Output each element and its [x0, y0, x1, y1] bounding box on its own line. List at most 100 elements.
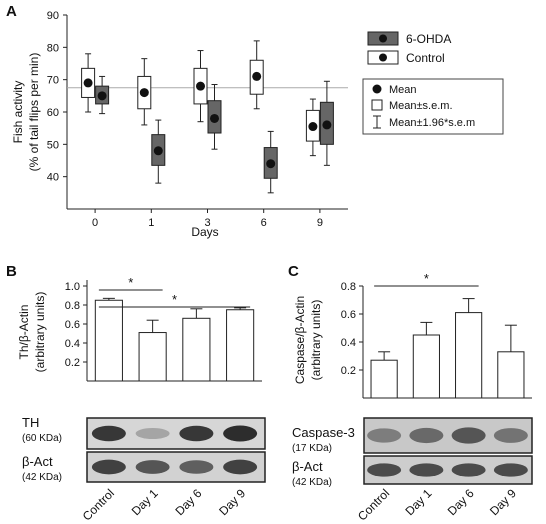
blot-band-actin: [409, 463, 444, 477]
panel-c-chart: Caspase/β-Actin (arbitrary units) 0.2 0.4…: [293, 271, 532, 399]
blot-b-top-label: TH: [22, 415, 39, 430]
legend-label-6ohda: 6-OHDA: [406, 32, 451, 46]
panel-b-xtick-label: Day 1: [129, 486, 161, 518]
bar-day-1: [138, 332, 167, 382]
blot-band-th: [135, 427, 170, 440]
panel-b-ylabel-line1: Th/β-Actin: [17, 305, 31, 360]
bar-day-1: [412, 334, 440, 399]
bar-control: [94, 299, 123, 382]
box-mean-point: [266, 159, 276, 169]
blot-band-th: [91, 425, 126, 442]
panel-b-ytick-label: 0.4: [65, 338, 80, 350]
panel-b-ytick-label: 0.2: [65, 357, 80, 369]
bar-day-9: [226, 309, 255, 382]
panel-a-legend: 6-OHDA Control Mean Mean±s.e.m. Mean±1.9…: [362, 31, 504, 135]
panel-c-xtick-label: Control: [355, 486, 392, 523]
panel-b-chart: Th/β-Actin (arbitrary units) 0.2 0.4 0.6 0.…: [17, 275, 262, 382]
panel-b-ytick-label: 1.0: [65, 281, 80, 293]
blot-c-top-label: Caspase-3: [292, 425, 355, 440]
legend-ci-label: Mean±1.96*s.e.m: [389, 117, 475, 129]
box-mean-point: [210, 113, 219, 123]
blot-band-actin: [179, 460, 214, 474]
panel-b-ylabel-line2: (arbitrary units): [33, 292, 47, 373]
panel-c-ytick-label: 0.6: [341, 309, 356, 321]
blot-c-bottom-size: (42 KDa): [292, 477, 332, 488]
panel-c-western-blot: Caspase-3 (17 KDa) β-Act (42 KDa): [292, 417, 533, 488]
blot-band-actin: [223, 459, 258, 475]
blot-b-bottom-size: (42 KDa): [22, 472, 62, 483]
blot-band-actin: [91, 459, 126, 475]
legend-stats-box: [362, 78, 504, 135]
significance-star: *: [424, 271, 429, 286]
panel-c-ytick-label: 0.4: [341, 337, 356, 349]
panel-c-xtick-label: Day 1: [402, 486, 434, 518]
panel-c-xtick-label: Day 9: [487, 486, 519, 518]
panel-c-ylabel-line2: (arbitrary units): [309, 300, 323, 381]
panel-b-xtick-label: Day 6: [172, 486, 204, 518]
box-mean-point: [252, 71, 262, 81]
panel-b-xtick-label: Control: [80, 486, 117, 523]
significance-star: *: [128, 275, 133, 290]
box-mean-point: [83, 78, 93, 88]
panel-a-chart: Fish activity (% of tail flips per min) …: [11, 10, 348, 239]
panel-label-c: C: [288, 263, 299, 280]
blot-b-bottom-label: β-Act: [22, 454, 53, 469]
legend-sem-label: Mean±s.e.m.: [389, 100, 453, 112]
blot-band-th: [223, 425, 258, 442]
bar-day-6: [182, 317, 211, 382]
panel-label-a: A: [6, 3, 17, 20]
panel-b-ytick-label: 0.8: [65, 300, 80, 312]
bar-day-6: [455, 312, 483, 399]
legend-sem-symbol: [371, 99, 383, 111]
legend-dot-6ohda: [379, 34, 387, 43]
panel-a-xtick-label: 1: [148, 217, 154, 229]
legend-mean-label: Mean: [389, 84, 417, 96]
panel-c-ytick-label: 0.8: [341, 281, 356, 293]
panel-a-ytick-label: 90: [47, 10, 59, 22]
panel-b-xtick-label: Day 9: [216, 486, 248, 518]
panel-c-ylabel-line1: Caspase/β-Actin: [293, 296, 307, 384]
blot-band-caspase: [451, 427, 486, 444]
bar-day-9: [497, 351, 525, 399]
panel-a-ylabel-line1: Fish activity: [11, 81, 25, 144]
blot-band-actin: [451, 463, 486, 477]
legend-ci-symbol: [373, 115, 381, 129]
panel-a-ylabel-line2: (% of tail flips per min): [27, 53, 41, 172]
blot-b-top-size: (60 KDa): [22, 433, 62, 444]
panel-a-xtick-label: 9: [317, 217, 323, 229]
panel-b-western-blot: TH (60 KDa) β-Act (42 KDa): [22, 415, 266, 483]
blot-band-caspase: [493, 428, 528, 443]
blot-band-caspase: [409, 427, 444, 444]
significance-star: *: [172, 292, 177, 307]
legend-dot-control: [379, 53, 387, 62]
box-mean-point: [97, 91, 107, 101]
box-mean-point: [153, 146, 163, 156]
panel-b-ytick-label: 0.6: [65, 319, 80, 331]
blot-band-actin: [493, 463, 528, 477]
panel-a-xtick-label: 3: [204, 217, 210, 229]
panel-a-xlabel: Days: [191, 225, 218, 239]
legend-mean-symbol: [372, 84, 382, 94]
blot-c-top-size: (17 KDa): [292, 443, 332, 454]
panel-a-ytick-label: 40: [47, 172, 59, 184]
panel-c-xtick-label: Day 6: [445, 486, 477, 518]
panel-c-ytick-label: 0.2: [341, 365, 356, 377]
panel-label-b: B: [6, 263, 17, 280]
box-mean-point: [308, 122, 318, 132]
blot-band-caspase: [367, 428, 402, 443]
panel-a-xtick-label: 0: [92, 217, 98, 229]
panel-a-ytick-label: 80: [47, 42, 59, 54]
box-mean-point: [322, 120, 332, 130]
panel-a-ytick-label: 70: [47, 75, 59, 87]
panel-a-xtick-label: 6: [261, 217, 267, 229]
bar-control: [370, 359, 398, 399]
blot-c-bottom-label: β-Act: [292, 459, 323, 474]
blot-band-actin: [135, 460, 170, 474]
legend-label-control: Control: [406, 51, 445, 65]
box-mean-point: [196, 81, 205, 91]
panel-a-ytick-label: 60: [47, 107, 59, 119]
blot-band-actin: [367, 463, 402, 477]
panel-a-ytick-label: 50: [47, 139, 59, 151]
blot-band-th: [179, 425, 214, 442]
box-mean-point: [139, 88, 149, 98]
